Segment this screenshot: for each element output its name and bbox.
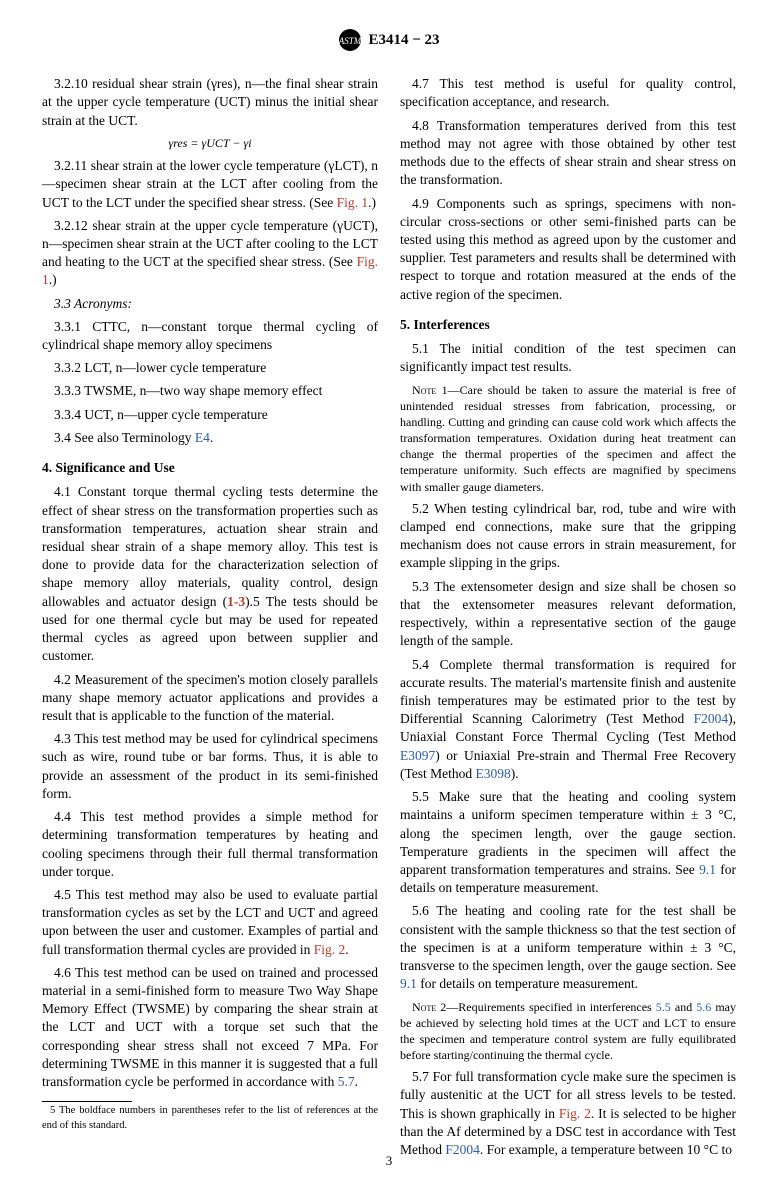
- body-columns: 3.2.10 residual shear strain (γres), n—t…: [42, 75, 736, 1159]
- section-5-heading: 5. Interferences: [400, 316, 736, 334]
- para-3-2-12: 3.2.12 shear strain at the upper cycle t…: [42, 217, 378, 290]
- std-link[interactable]: E3098: [476, 766, 511, 781]
- para-3-4: 3.4 See also Terminology E4.: [42, 429, 378, 447]
- text: Care should be taken to assure the mater…: [400, 383, 736, 494]
- note-1: Note 1—Care should be taken to assure th…: [400, 382, 736, 495]
- text: 3.2.11 shear strain at the lower cycle t…: [42, 158, 378, 209]
- note-label: Note 2—: [412, 1000, 458, 1014]
- para-5-4: 5.4 Complete thermal transformation is r…: [400, 656, 736, 784]
- text: Requirements specified in interferences: [458, 1000, 656, 1014]
- para-3-3-4: 3.3.4 UCT, n—upper cycle temperature: [42, 406, 378, 424]
- std-link[interactable]: E4: [195, 430, 210, 445]
- section-link[interactable]: 5.5: [656, 1000, 671, 1014]
- note-label: Note 1—: [412, 383, 460, 397]
- para-5-6: 5.6 The heating and cooling rate for the…: [400, 902, 736, 993]
- para-5-2: 5.2 When testing cylindrical bar, rod, t…: [400, 500, 736, 573]
- para-3-2-11: 3.2.11 shear strain at the lower cycle t…: [42, 157, 378, 212]
- standard-designation: E3414 − 23: [368, 30, 439, 50]
- para-3-3: 3.3 Acronyms:: [42, 295, 378, 313]
- para-5-5: 5.5 Make sure that the heating and cooli…: [400, 788, 736, 897]
- ref-link[interactable]: 1-3: [227, 594, 245, 609]
- para-3-3-2: 3.3.2 LCT, n—lower cycle temperature: [42, 359, 378, 377]
- page-number: 3: [0, 1152, 778, 1170]
- note-2: Note 2—Requirements specified in interfe…: [400, 999, 736, 1064]
- text: 5.5 Make sure that the heating and cooli…: [400, 789, 736, 877]
- text: 5.6 The heating and cooling rate for the…: [400, 903, 736, 973]
- para-5-1: 5.1 The initial condition of the test sp…: [400, 340, 736, 376]
- para-4-8: 4.8 Transformation temperatures derived …: [400, 117, 736, 190]
- text: ).: [511, 766, 519, 781]
- section-4-heading: 4. Significance and Use: [42, 459, 378, 477]
- para-4-2: 4.2 Measurement of the specimen's motion…: [42, 671, 378, 726]
- text: .: [355, 1074, 358, 1089]
- text: ) or Uniaxial Pre-strain and Thermal Fre…: [400, 748, 736, 781]
- page-header: ASTM E3414 − 23: [42, 28, 736, 57]
- para-4-1: 4.1 Constant torque thermal cycling test…: [42, 483, 378, 665]
- para-4-4: 4.4 This test method provides a simple m…: [42, 808, 378, 881]
- text: 4.1 Constant torque thermal cycling test…: [42, 484, 378, 608]
- para-3-3-1: 3.3.1 CTTC, n—constant torque thermal cy…: [42, 318, 378, 354]
- text: and: [671, 1000, 696, 1014]
- text: 3.2.12 shear strain at the upper cycle t…: [42, 218, 378, 269]
- para-4-3: 4.3 This test method may be used for cyl…: [42, 730, 378, 803]
- footnote-5: 5 The boldface numbers in parentheses re…: [42, 1104, 378, 1132]
- std-link[interactable]: F2004: [694, 711, 729, 726]
- fig-link[interactable]: Fig. 2: [559, 1106, 591, 1121]
- section-link[interactable]: 9.1: [400, 976, 417, 991]
- astm-logo-icon: ASTM: [338, 28, 362, 52]
- text: .): [49, 272, 57, 287]
- text: .: [210, 430, 213, 445]
- para-3-3-3: 3.3.3 TWSME, n—two way shape memory effe…: [42, 382, 378, 400]
- para-3-2-10: 3.2.10 residual shear strain (γres), n—t…: [42, 75, 378, 130]
- text: .: [345, 942, 348, 957]
- svg-text:ASTM: ASTM: [338, 36, 362, 46]
- section-link[interactable]: 9.1: [699, 862, 716, 877]
- para-5-3: 5.3 The extensometer design and size sha…: [400, 578, 736, 651]
- para-5-7: 5.7 For full transformation cycle make s…: [400, 1068, 736, 1159]
- para-4-5: 4.5 This test method may also be used to…: [42, 886, 378, 959]
- section-link[interactable]: 5.6: [696, 1000, 711, 1014]
- text: for details on temperature measurement.: [417, 976, 638, 991]
- para-4-6: 4.6 This test method can be used on trai…: [42, 964, 378, 1092]
- page: ASTM E3414 − 23 3.2.10 residual shear st…: [0, 0, 778, 1179]
- text: 3.4 See also Terminology: [54, 430, 195, 445]
- fig-link[interactable]: Fig. 2: [314, 942, 346, 957]
- para-4-7: 4.7 This test method is useful for quali…: [400, 75, 736, 111]
- footnote-rule: [42, 1101, 132, 1102]
- text: .): [368, 195, 376, 210]
- footnote-block: 5 The boldface numbers in parentheses re…: [42, 1101, 378, 1132]
- equation-residual-strain: γres = γUCT − γi: [42, 135, 378, 151]
- para-4-9: 4.9 Components such as springs, specimen…: [400, 195, 736, 304]
- section-link[interactable]: 5.7: [338, 1074, 355, 1089]
- std-link[interactable]: E3097: [400, 748, 435, 763]
- text: 5.4 Complete thermal transformation is r…: [400, 657, 736, 727]
- fig-link[interactable]: Fig. 1: [337, 195, 369, 210]
- text: 3.3 Acronyms:: [54, 296, 132, 311]
- text: 4.6 This test method can be used on trai…: [42, 965, 378, 1089]
